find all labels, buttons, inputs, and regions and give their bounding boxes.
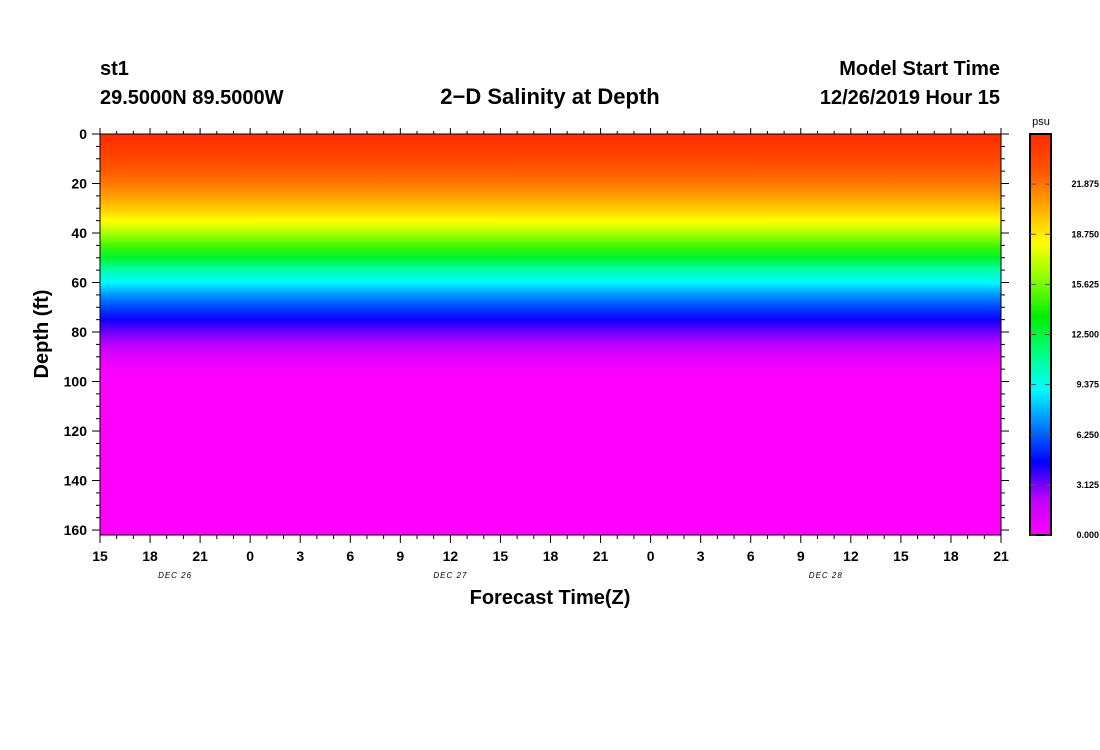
station-location: 29.5000N 89.5000W xyxy=(100,87,284,109)
x-tick-label: 6 xyxy=(747,548,755,564)
y-tick-label: 140 xyxy=(64,473,88,489)
date-label: DEC 26 xyxy=(158,571,192,580)
date-labels: DEC 26 DEC 27 DEC 28 xyxy=(158,571,843,580)
x-tick-label: 18 xyxy=(142,548,158,564)
y-axis-ticks: 0 20 40 60 80 100 120 140 160 xyxy=(64,126,1009,538)
x-tick-label: 15 xyxy=(92,548,108,564)
model-start-label: Model Start Time xyxy=(839,58,1000,80)
x-tick-label: 18 xyxy=(543,548,559,564)
x-tick-label: 0 xyxy=(246,548,254,564)
colorbar-unit: psu xyxy=(1032,116,1050,128)
station-name: st1 xyxy=(100,58,129,80)
x-axis-ticks: 15 18 21 0 3 6 9 12 15 18 21 0 3 6 9 12 15 18 21 xyxy=(92,128,1009,564)
y-tick-label: 120 xyxy=(64,423,88,439)
y-tick-label: 100 xyxy=(64,374,88,390)
x-tick-label: 12 xyxy=(843,548,859,564)
colorbar-tick-label: 21.875 xyxy=(1071,179,1099,189)
y-tick-label: 60 xyxy=(71,275,87,291)
x-tick-label: 21 xyxy=(993,548,1009,564)
x-tick-label: 18 xyxy=(943,548,959,564)
colorbar-tick-label: 6.250 xyxy=(1076,430,1099,440)
y-axis-label: Depth (ft) xyxy=(31,290,53,379)
colorbar-tick-label: 0.000 xyxy=(1076,530,1099,540)
y-tick-label: 0 xyxy=(79,126,87,142)
colorbar-tick-label: 12.500 xyxy=(1071,330,1099,340)
date-label: DEC 28 xyxy=(809,571,843,580)
x-tick-label: 12 xyxy=(443,548,459,564)
date-label: DEC 27 xyxy=(433,571,467,580)
x-tick-label: 3 xyxy=(296,548,304,564)
colorbar-tick-label: 15.625 xyxy=(1071,279,1099,289)
colorbar-tick-label: 18.750 xyxy=(1071,229,1099,239)
model-start-value: 12/26/2019 Hour 15 xyxy=(820,87,1000,109)
colorbar-ticks: 0.000 3.125 6.250 9.375 12.500 15.625 18.750 21… xyxy=(1030,179,1099,540)
colorbar-tick-label: 3.125 xyxy=(1076,480,1099,490)
x-tick-label: 21 xyxy=(192,548,208,564)
y-tick-label: 20 xyxy=(71,176,87,192)
y-tick-label: 160 xyxy=(64,522,88,538)
x-tick-label: 21 xyxy=(593,548,609,564)
heatmap-field xyxy=(100,134,1001,535)
x-tick-label: 15 xyxy=(893,548,909,564)
y-tick-label: 40 xyxy=(71,225,87,241)
y-tick-label: 80 xyxy=(71,324,87,340)
x-axis-label: Forecast Time(Z) xyxy=(470,587,631,609)
x-tick-label: 15 xyxy=(493,548,509,564)
chart-title: 2−D Salinity at Depth xyxy=(440,84,659,109)
colorbar-tick-label: 9.375 xyxy=(1076,380,1099,390)
x-tick-label: 0 xyxy=(647,548,655,564)
x-tick-label: 3 xyxy=(697,548,705,564)
x-tick-label: 9 xyxy=(396,548,404,564)
x-tick-label: 9 xyxy=(797,548,805,564)
x-tick-label: 6 xyxy=(346,548,354,564)
